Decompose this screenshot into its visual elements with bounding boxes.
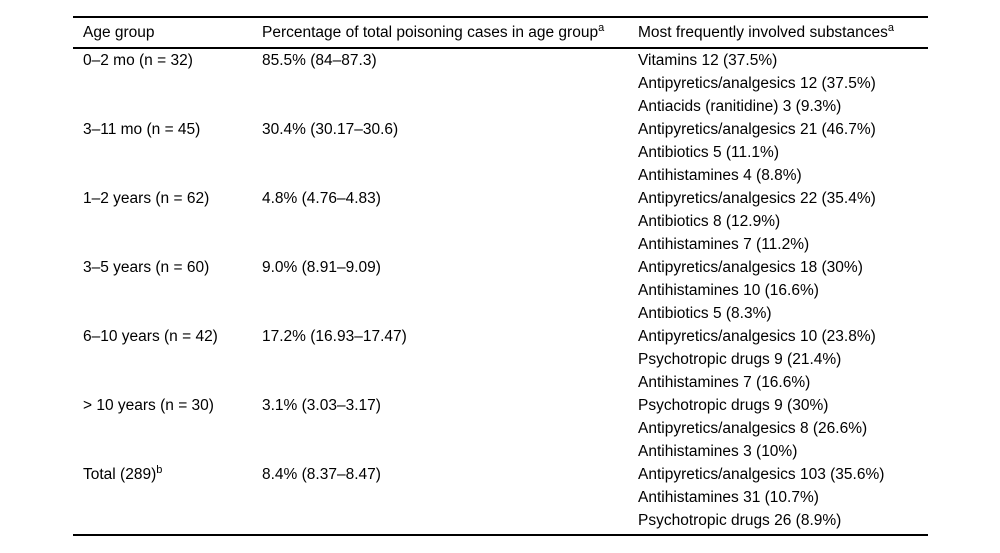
- footnote-marker: b: [156, 463, 163, 476]
- percentage-cell: 8.4% (8.37–8.47): [262, 466, 381, 483]
- substances-cell: Vitamins 12 (37.5%) Antipyretics/analges…: [638, 48, 928, 118]
- age-group-cell: > 10 years (n = 30): [73, 394, 262, 463]
- substance-line: Antihistamines 31 (10.7%): [638, 489, 819, 506]
- substances-cell: Antipyretics/analgesics 21 (46.7%) Antib…: [638, 118, 928, 187]
- table-row-total: Total (289)b 8.4% (8.37–8.47) Antipyreti…: [73, 463, 928, 535]
- footnote-marker: a: [887, 21, 894, 34]
- substance-line: Antibiotics 8 (12.9%): [638, 213, 781, 230]
- age-group-cell: Total (289)b: [73, 463, 262, 535]
- age-group-text: > 10 years (n = 30): [83, 397, 214, 414]
- substances-cell: Antipyretics/analgesics 103 (35.6%) Anti…: [638, 463, 928, 535]
- substance-line: Antiacids (ranitidine) 3 (9.3%): [638, 98, 842, 115]
- header-label: Most frequently involved substances: [638, 24, 888, 41]
- percentage-cell: 30.4% (30.17–30.6): [262, 121, 399, 138]
- table-row-0-2-mo: 0–2 mo (n = 32) 85.5% (84–87.3) Vitamins…: [73, 48, 928, 118]
- table-body: 0–2 mo (n = 32) 85.5% (84–87.3) Vitamins…: [73, 48, 928, 535]
- percentage-cell: 85.5% (84–87.3): [262, 52, 377, 69]
- substance-line: Antipyretics/analgesics 22 (35.4%): [638, 190, 876, 207]
- header-label: Age group: [83, 24, 155, 41]
- substance-line: Antipyretics/analgesics 103 (35.6%): [638, 466, 885, 483]
- substance-line: Antipyretics/analgesics 21 (46.7%): [638, 121, 876, 138]
- column-header-percentage: Percentage of total poisoning cases in a…: [262, 17, 638, 49]
- substance-line: Psychotropic drugs 26 (8.9%): [638, 512, 842, 529]
- footnote-marker: a: [598, 21, 605, 34]
- age-group-text: 3–5 years (n = 60): [83, 259, 210, 276]
- substance-line: Antipyretics/analgesics 8 (26.6%): [638, 420, 868, 437]
- substances-cell: Psychotropic drugs 9 (30%) Antipyretics/…: [638, 394, 928, 463]
- substances-cell: Antipyretics/analgesics 18 (30%) Antihis…: [638, 256, 928, 325]
- substance-line: Antihistamines 10 (16.6%): [638, 282, 819, 299]
- substance-line: Antipyretics/analgesics 12 (37.5%): [638, 75, 876, 92]
- substances-cell: Antipyretics/analgesics 10 (23.8%) Psych…: [638, 325, 928, 394]
- table-row-3-5-years: 3–5 years (n = 60) 9.0% (8.91–9.09) Anti…: [73, 256, 928, 325]
- age-group-cell: 0–2 mo (n = 32): [73, 48, 262, 118]
- substance-line: Psychotropic drugs 9 (30%): [638, 397, 829, 414]
- age-group-cell: 1–2 years (n = 62): [73, 187, 262, 256]
- age-group-cell: 6–10 years (n = 42): [73, 325, 262, 394]
- table-row-6-10-years: 6–10 years (n = 42) 17.2% (16.93–17.47) …: [73, 325, 928, 394]
- substance-line: Antihistamines 3 (10%): [638, 443, 798, 460]
- age-group-cell: 3–5 years (n = 60): [73, 256, 262, 325]
- substance-line: Antibiotics 5 (11.1%): [638, 144, 779, 161]
- substance-line: Antihistamines 7 (16.6%): [638, 374, 811, 391]
- percentage-cell: 17.2% (16.93–17.47): [262, 328, 407, 345]
- table-header-row: Age group Percentage of total poisoning …: [73, 17, 928, 49]
- age-group-text: 6–10 years (n = 42): [83, 328, 218, 345]
- age-group-text: 0–2 mo (n = 32): [83, 52, 193, 69]
- header-row: Age group Percentage of total poisoning …: [73, 17, 928, 49]
- substance-line: Antipyretics/analgesics 18 (30%): [638, 259, 863, 276]
- table-row-3-11-mo: 3–11 mo (n = 45) 30.4% (30.17–30.6) Anti…: [73, 118, 928, 187]
- age-group-text: 3–11 mo (n = 45): [83, 121, 201, 138]
- substance-line: Antibiotics 5 (8.3%): [638, 305, 772, 322]
- substance-line: Antipyretics/analgesics 10 (23.8%): [638, 328, 876, 345]
- substance-line: Vitamins 12 (37.5%): [638, 52, 778, 69]
- substance-line: Antihistamines 7 (11.2%): [638, 236, 810, 253]
- substance-line: Psychotropic drugs 9 (21.4%): [638, 351, 842, 368]
- age-group-cell: 3–11 mo (n = 45): [73, 118, 262, 187]
- percentage-cell: 9.0% (8.91–9.09): [262, 259, 381, 276]
- percentage-cell: 3.1% (3.03–3.17): [262, 397, 381, 414]
- header-label: Percentage of total poisoning cases in a…: [262, 24, 599, 41]
- substances-cell: Antipyretics/analgesics 22 (35.4%) Antib…: [638, 187, 928, 256]
- age-group-text: Total (289): [83, 466, 157, 483]
- substance-line: Antihistamines 4 (8.8%): [638, 167, 802, 184]
- column-header-substances: Most frequently involved substancesa: [638, 17, 928, 49]
- percentage-cell: 4.8% (4.76–4.83): [262, 190, 381, 207]
- age-group-text: 1–2 years (n = 62): [83, 190, 210, 207]
- table-row-over-10-years: > 10 years (n = 30) 3.1% (3.03–3.17) Psy…: [73, 394, 928, 463]
- poisoning-cases-table: Age group Percentage of total poisoning …: [73, 16, 928, 536]
- table-row-1-2-years: 1–2 years (n = 62) 4.8% (4.76–4.83) Anti…: [73, 187, 928, 256]
- column-header-age-group: Age group: [73, 17, 262, 49]
